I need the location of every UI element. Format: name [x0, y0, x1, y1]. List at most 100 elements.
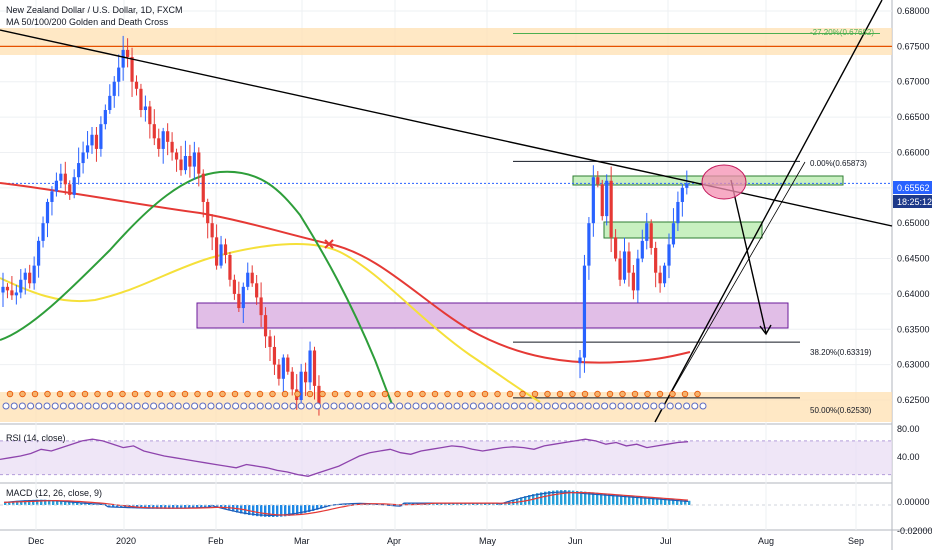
macd-histogram-bar	[468, 502, 471, 505]
macd-histogram-bar	[488, 502, 491, 505]
macd-histogram-bar	[152, 505, 155, 509]
time-tick-label: 2020	[116, 536, 136, 546]
candle-body	[308, 350, 312, 383]
macd-histogram-bar	[564, 490, 567, 505]
macd-histogram-bar	[616, 494, 619, 505]
macd-histogram-bar	[588, 492, 591, 505]
macd-histogram-bar	[184, 505, 187, 509]
price-tick-label: 0.64500	[897, 254, 930, 264]
event-marker	[420, 402, 428, 410]
candle-body	[299, 371, 303, 400]
event-marker	[650, 402, 658, 410]
macd-histogram-bar	[248, 505, 251, 516]
indicator-title: MA 50/100/200 Golden and Death Cross	[6, 17, 169, 27]
candle-body	[618, 258, 622, 280]
event-marker	[346, 402, 354, 410]
fib-label-neg27: -27.20%(0.67682)	[810, 28, 874, 37]
time-tick-label: Mar	[294, 536, 310, 546]
macd-histogram-bar	[480, 502, 483, 505]
event-marker	[404, 402, 412, 410]
macd-histogram-bar	[48, 499, 51, 505]
price-axis-background	[892, 0, 932, 550]
event-marker	[281, 402, 289, 410]
candle-body	[206, 201, 210, 224]
candle-body	[99, 124, 103, 149]
macd-histogram-bar	[576, 490, 579, 505]
candle-body	[72, 177, 76, 195]
event-marker	[174, 402, 182, 410]
earnings-marker	[694, 390, 701, 398]
earnings-marker	[606, 390, 614, 398]
earnings-marker	[56, 390, 64, 398]
macd-histogram-bar	[56, 500, 59, 505]
price-tick-label: 0.63000	[897, 360, 930, 370]
event-marker	[494, 402, 502, 410]
candle-body	[676, 201, 680, 224]
candle-body	[54, 180, 58, 192]
projection-arrow-shaft	[730, 179, 767, 334]
candle-body	[268, 336, 272, 347]
macd-histogram-bar	[464, 502, 467, 505]
candle-body	[281, 357, 285, 379]
price-tick-label: 0.66000	[897, 147, 930, 157]
macd-histogram-bar	[412, 502, 415, 505]
earnings-marker	[594, 390, 601, 398]
macd-histogram-bar	[288, 505, 291, 516]
candle-body	[578, 357, 582, 364]
event-marker	[248, 402, 256, 410]
event-marker	[322, 402, 330, 410]
price-tick-label: 0.62500	[897, 395, 930, 405]
event-marker	[273, 402, 281, 410]
candle-body	[250, 272, 254, 284]
candle-body	[112, 81, 116, 96]
candle-body	[166, 131, 170, 142]
event-marker	[576, 402, 584, 410]
macd-histogram-bar	[24, 500, 27, 505]
event-marker	[338, 402, 346, 410]
macd-histogram-bar	[560, 490, 563, 505]
event-marker	[59, 402, 67, 410]
macd-histogram-bar	[320, 505, 323, 509]
macd-histogram-bar	[284, 505, 287, 517]
candle-body	[192, 152, 196, 167]
candle-body	[148, 106, 152, 125]
candle-body	[143, 106, 147, 111]
earnings-marker	[119, 390, 126, 398]
macd-histogram-bar	[612, 494, 615, 505]
event-marker	[445, 402, 453, 410]
macd-histogram-bar	[316, 505, 319, 510]
macd-histogram-bar	[40, 499, 43, 505]
event-marker	[314, 402, 322, 410]
candle-body	[117, 67, 121, 82]
earnings-marker	[556, 390, 564, 398]
macd-histogram-bar	[684, 500, 687, 505]
earnings-marker	[31, 390, 39, 398]
event-marker	[502, 402, 510, 410]
macd-histogram-bar	[44, 499, 47, 505]
macd-histogram-bar	[176, 505, 179, 509]
event-marker	[92, 402, 100, 410]
macd-histogram-bar	[448, 502, 451, 505]
event-marker	[305, 402, 313, 410]
macd-histogram-bar	[268, 505, 271, 517]
earnings-marker	[331, 390, 339, 398]
candle-body	[259, 297, 263, 316]
candle-body	[130, 56, 134, 82]
earnings-marker	[94, 390, 101, 398]
candle-body	[161, 131, 165, 149]
event-marker	[642, 402, 650, 410]
candle-body	[241, 286, 245, 309]
candle-body	[68, 184, 72, 195]
candle-body	[1, 286, 5, 293]
earnings-marker	[319, 390, 326, 398]
candle-body	[19, 279, 23, 293]
macd-histogram-bar	[472, 502, 475, 505]
macd-histogram-bar	[80, 502, 83, 505]
earnings-marker	[19, 390, 26, 398]
macd-histogram-bar	[172, 505, 175, 509]
time-tick-label: Aug	[758, 536, 774, 546]
macd-histogram-bar	[8, 501, 11, 505]
event-marker	[100, 402, 108, 410]
